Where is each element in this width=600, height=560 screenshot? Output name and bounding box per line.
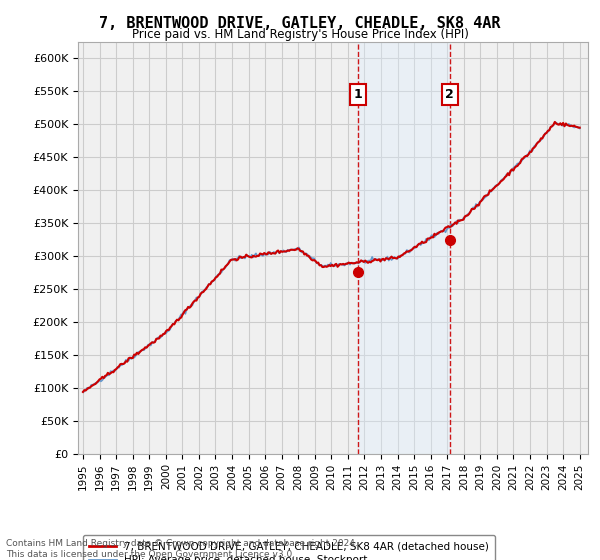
Text: 1: 1 bbox=[353, 88, 362, 101]
Text: 2: 2 bbox=[445, 88, 454, 101]
Legend: 7, BRENTWOOD DRIVE, GATLEY, CHEADLE, SK8 4AR (detached house), HPI: Average pric: 7, BRENTWOOD DRIVE, GATLEY, CHEADLE, SK8… bbox=[83, 535, 495, 560]
Text: 7, BRENTWOOD DRIVE, GATLEY, CHEADLE, SK8 4AR: 7, BRENTWOOD DRIVE, GATLEY, CHEADLE, SK8… bbox=[99, 16, 501, 31]
Text: Contains HM Land Registry data © Crown copyright and database right 2024.
This d: Contains HM Land Registry data © Crown c… bbox=[6, 539, 358, 559]
Bar bbox=[358, 42, 450, 454]
Text: Price paid vs. HM Land Registry's House Price Index (HPI): Price paid vs. HM Land Registry's House … bbox=[131, 28, 469, 41]
